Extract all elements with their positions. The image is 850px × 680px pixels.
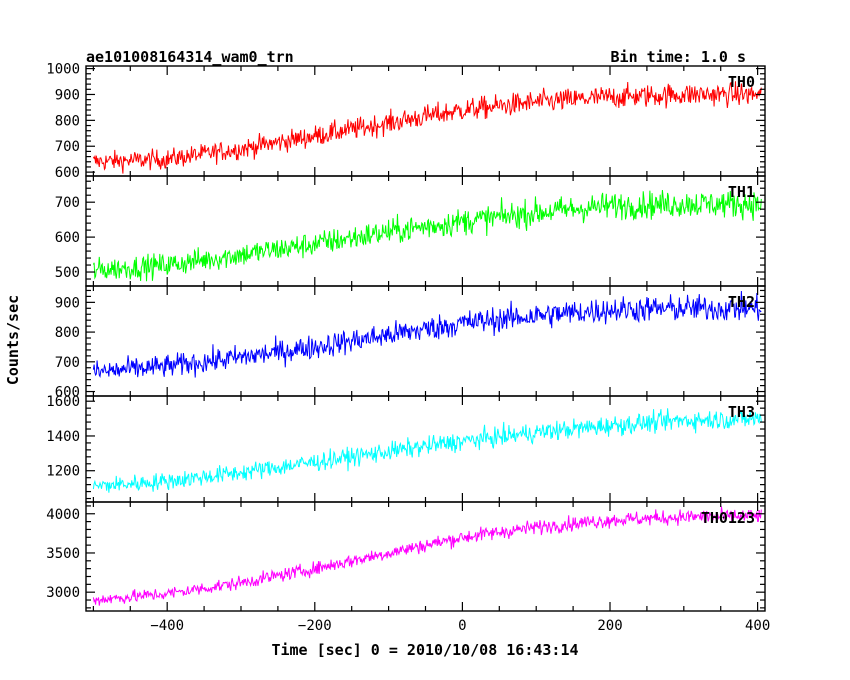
panel-label-th0123: TH0123 <box>701 509 755 527</box>
panel-frame <box>85 395 766 503</box>
y-tick-label: 600 <box>55 385 80 401</box>
y-tick-label: 4000 <box>46 507 80 523</box>
x-axis-label: Time [sec] 0 = 2010/10/08 16:43:14 <box>271 641 578 659</box>
panel-th2: 600 700 800 900 TH2 <box>55 285 766 401</box>
panel-frame <box>85 65 766 177</box>
x-tick-label: 200 <box>597 618 622 634</box>
panel-label-th1: TH1 <box>728 183 755 201</box>
y-tick-label: 3500 <box>46 546 80 562</box>
y-tick-label: 700 <box>55 139 80 155</box>
y-tick-label: 3000 <box>46 585 80 601</box>
y-tick-label: 900 <box>55 87 80 103</box>
panel-th3: 1200 1400 1600 TH3 <box>46 394 766 503</box>
y-tick-label: 1600 <box>46 394 80 410</box>
y-tick-label: 800 <box>55 325 80 341</box>
x-tick-label: 400 <box>745 618 770 634</box>
series-line-th2 <box>92 291 762 379</box>
panel-th0: 600 700 800 900 1000 TH0 <box>46 62 766 181</box>
series-line-th1 <box>92 189 762 282</box>
x-tick-label: 0 <box>458 618 466 634</box>
panel-label-th3: TH3 <box>728 403 755 421</box>
y-tick-label: 700 <box>55 195 80 211</box>
series-line-th3 <box>92 408 762 493</box>
y-tick-label: 700 <box>55 355 80 371</box>
y-tick-label: 600 <box>55 230 80 246</box>
panel-th0123: 3000 3500 4000 TH0123 <box>46 501 766 612</box>
series-line-th0 <box>92 81 762 174</box>
y-tick-label: 900 <box>55 295 80 311</box>
x-axis-ticks: −400 −200 0 200 400 <box>150 618 770 634</box>
panel-label-th0: TH0 <box>728 73 755 91</box>
y-tick-label: 1400 <box>46 429 80 445</box>
x-tick-label: −200 <box>298 618 332 634</box>
y-tick-label: 600 <box>55 165 80 181</box>
y-tick-label: 800 <box>55 113 80 129</box>
y-tick-label: 1200 <box>46 464 80 480</box>
series-line-th0123 <box>92 506 762 606</box>
bin-time-label: Bin time: 1.0 s <box>611 48 746 66</box>
y-tick-label: 500 <box>55 265 80 281</box>
panel-th1: 500 600 700 TH1 <box>55 175 766 287</box>
y-axis-label: Counts/sec <box>4 295 22 385</box>
panels-layer: 600 700 800 900 1000 TH0 500 600 700 TH1 600 700 800… <box>46 62 766 612</box>
y-tick-label: 1000 <box>46 62 80 78</box>
panel-label-th2: TH2 <box>728 293 755 311</box>
x-tick-label: −400 <box>150 618 184 634</box>
chart-title: ae101008164314_wam0_trn <box>86 48 294 66</box>
panel-frame <box>85 285 766 397</box>
